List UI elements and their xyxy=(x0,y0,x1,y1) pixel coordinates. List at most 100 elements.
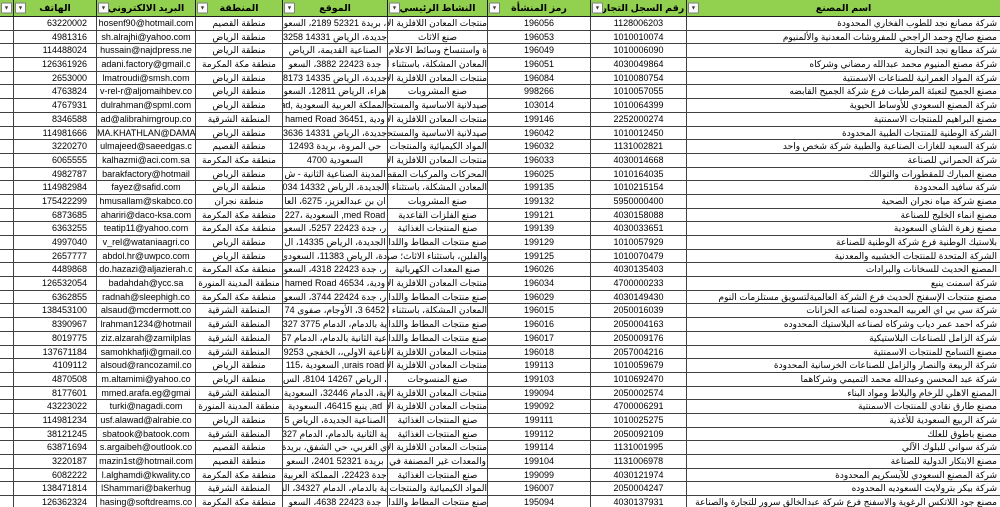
cell-phone[interactable]: 6873685 xyxy=(13,208,96,223)
cell-location[interactable]: ، بريدة 52321 2189، السعو xyxy=(282,17,387,31)
cell-phone[interactable]: 2653000 xyxy=(13,71,96,86)
cell-facility_code[interactable]: 196015 xyxy=(487,304,590,319)
cell-commercial_register[interactable]: 2050004247 xyxy=(590,482,686,497)
cell-next-partial[interactable] xyxy=(0,113,13,127)
cell-location[interactable]: السعودية 4700 xyxy=(282,153,387,168)
cell-factory_name[interactable]: مصنع الابتكار الدولية للصناعة xyxy=(686,455,1000,469)
cell-phone[interactable]: 3220187 xyxy=(13,455,96,469)
cell-facility_code[interactable]: 195094 xyxy=(487,496,590,507)
cell-commercial_register[interactable]: 1010012450 xyxy=(590,126,686,141)
cell-email[interactable]: alsoud@rancozamil.co xyxy=(96,359,195,373)
cell-next-partial[interactable] xyxy=(0,441,13,455)
cell-phone[interactable]: 4870508 xyxy=(13,372,96,387)
cell-phone[interactable]: 4981316 xyxy=(13,30,96,45)
cell-main_activity[interactable]: منتجات المعادن اللافلزية الا xyxy=(387,17,487,31)
cell-phone[interactable]: 175422299 xyxy=(13,194,96,209)
cell-commercial_register[interactable]: 2050004163 xyxy=(590,318,686,332)
cell-facility_code[interactable]: 199112 xyxy=(487,427,590,442)
cell-facility_code[interactable]: 196084 xyxy=(487,71,590,86)
cell-main_activity[interactable]: صيدلانية الاساسية والمستحض xyxy=(387,99,487,113)
cell-region[interactable]: منطقة الرياض xyxy=(195,30,282,45)
cell-phone[interactable]: 4763824 xyxy=(13,85,96,100)
cell-commercial_register[interactable]: 4030049864 xyxy=(590,58,686,72)
cell-facility_code[interactable]: 998266 xyxy=(487,85,590,100)
cell-email[interactable]: fayez@safid.com xyxy=(96,181,195,195)
cell-location[interactable]: ية بالدمام، الدمام 3775 4327 xyxy=(282,318,387,332)
cell-location[interactable]: جدة 22423 4638، السعو xyxy=(282,496,387,507)
cell-location[interactable]: جديدة، الرياض 14331 3258 xyxy=(282,30,387,45)
cell-email[interactable]: kalhazmi@aci.com.sa xyxy=(96,153,195,168)
cell-facility_code[interactable]: 199092 xyxy=(487,400,590,414)
cell-location[interactable]: ية بالدمام، الدمام 34327، الس xyxy=(282,482,387,497)
cell-main_activity[interactable]: صنع الاثاث xyxy=(387,30,487,45)
cell-commercial_register[interactable]: 4030158088 xyxy=(590,208,686,223)
cell-commercial_register[interactable]: 1010070479 xyxy=(590,249,686,264)
cell-factory_name[interactable]: الشركة الوطنية للمنتجات الطبية المحدودة xyxy=(686,126,1000,141)
cell-factory_name[interactable]: المصنع الاهلي للرخام والبلاط ومواد البنا… xyxy=(686,386,1000,401)
cell-phone[interactable]: 4982787 xyxy=(13,167,96,182)
cell-facility_code[interactable]: 199139 xyxy=(487,222,590,236)
cell-factory_name[interactable]: مصنع المبارك للمقطورات والتوالك xyxy=(686,167,1000,182)
cell-factory_name[interactable]: مصنع جود اللاتكس الرغوية والاسفنج فرع شر… xyxy=(686,496,1000,507)
cell-next-partial[interactable] xyxy=(0,99,13,113)
cell-location[interactable]: الصناعية القديمة، الرياض xyxy=(282,44,387,59)
cell-factory_name[interactable]: مصنع زهرة الشاي السعودية xyxy=(686,222,1000,236)
cell-next-partial[interactable] xyxy=(0,496,13,507)
cell-next-partial[interactable] xyxy=(0,31,13,45)
cell-facility_code[interactable]: 199114 xyxy=(487,441,590,455)
cell-location[interactable]: ر، جدة 22424 3744، السعو xyxy=(282,290,387,305)
cell-commercial_register[interactable]: 4030135403 xyxy=(590,263,686,278)
cell-facility_code[interactable]: 196007 xyxy=(487,482,590,497)
cell-factory_name[interactable]: شركة مصانع نجد للطوب الفخاري المحدودة xyxy=(686,17,1000,31)
cell-main_activity[interactable]: صنع الفلزات القاعدية xyxy=(387,208,487,223)
cell-location[interactable]: جديدة، الرياض 14335 8173 xyxy=(282,71,387,86)
cell-facility_code[interactable]: 196018 xyxy=(487,345,590,360)
cell-phone[interactable]: 114982984 xyxy=(13,181,96,195)
cell-main_activity[interactable]: منتجات المعادن اللافلزية الا xyxy=(387,345,487,360)
cell-facility_code[interactable]: 196053 xyxy=(487,30,590,45)
cell-location[interactable]: ر، جدة 22423 5257، السعو xyxy=(282,222,387,236)
cell-region[interactable]: منطقة القصيم xyxy=(195,455,282,469)
cell-factory_name[interactable]: شركة بيكر بترولايت السعوديه المحدوده xyxy=(686,482,1000,497)
cell-factory_name[interactable]: الشركة المتحدة للمنتجات الخشبيه والمعدني… xyxy=(686,249,1000,264)
cell-email[interactable]: ad@alibrahimgroup.co xyxy=(96,112,195,127)
cell-facility_code[interactable]: 103014 xyxy=(487,99,590,113)
cell-email[interactable]: m.altamimi@yahoo.co xyxy=(96,372,195,387)
cell-factory_name[interactable]: مصنع صالح وحمد الراجحي للمفروشات المعدني… xyxy=(686,30,1000,45)
cell-email[interactable]: v_rel@wataniaagri.co xyxy=(96,236,195,250)
filter-dropdown-icon[interactable]: ▼ xyxy=(389,2,400,14)
cell-phone[interactable]: 126361926 xyxy=(13,58,96,72)
cell-phone[interactable]: 8390967 xyxy=(13,318,96,332)
cell-email[interactable]: hussain@najdpress.ne xyxy=(96,44,195,59)
cell-commercial_register[interactable]: 1010057929 xyxy=(590,236,686,250)
cell-email[interactable]: MA.KHATHLAN@DAMAD xyxy=(96,126,195,141)
cell-location[interactable]: 6452 3، الأوجام، صفوى 74 xyxy=(282,304,387,319)
cell-commercial_register[interactable]: 2252000274 xyxy=(590,112,686,127)
cell-region[interactable]: المنطقة الشرقية xyxy=(195,304,282,319)
cell-commercial_register[interactable]: 4030137931 xyxy=(590,496,686,507)
cell-region[interactable]: المنطقة الشرقية xyxy=(195,331,282,346)
cell-facility_code[interactable]: 199135 xyxy=(487,181,590,195)
cell-email[interactable]: sh.alrajhi@yahoo.com xyxy=(96,30,195,45)
cell-next-partial[interactable] xyxy=(0,168,13,182)
cell-region[interactable]: منطقة الرياض xyxy=(195,44,282,59)
cell-main_activity[interactable]: منتجات المعادن اللافلزية الا xyxy=(387,386,487,401)
cell-region[interactable]: منطقة الرياض xyxy=(195,181,282,195)
cell-email[interactable]: usf.alawad@alrabie.co xyxy=(96,413,195,428)
cell-next-partial[interactable] xyxy=(0,17,13,31)
cell-facility_code[interactable]: 196016 xyxy=(487,318,590,332)
cell-main_activity[interactable]: صنع المشروبات xyxy=(387,194,487,209)
cell-phone[interactable]: 6362855 xyxy=(13,290,96,305)
cell-email[interactable]: radnah@sleephigh.co xyxy=(96,290,195,305)
cell-region[interactable]: منطقة القصيم xyxy=(195,140,282,154)
cell-commercial_register[interactable]: 4700006291 xyxy=(590,400,686,414)
cell-region[interactable]: المنطقة الشرقية xyxy=(195,318,282,332)
cell-factory_name[interactable]: مصنع منتجات الإسفنج الحديث فرع الشركة ال… xyxy=(686,290,1000,305)
cell-facility_code[interactable]: 199121 xyxy=(487,208,590,223)
cell-next-partial[interactable] xyxy=(0,359,13,373)
cell-phone[interactable]: 8346588 xyxy=(13,112,96,127)
cell-next-partial[interactable] xyxy=(0,263,13,278)
cell-phone[interactable]: 126362324 xyxy=(13,496,96,507)
cell-factory_name[interactable]: شركة سواني للبلوك الآلي xyxy=(686,441,1000,455)
cell-commercial_register[interactable]: 1010215154 xyxy=(590,181,686,195)
